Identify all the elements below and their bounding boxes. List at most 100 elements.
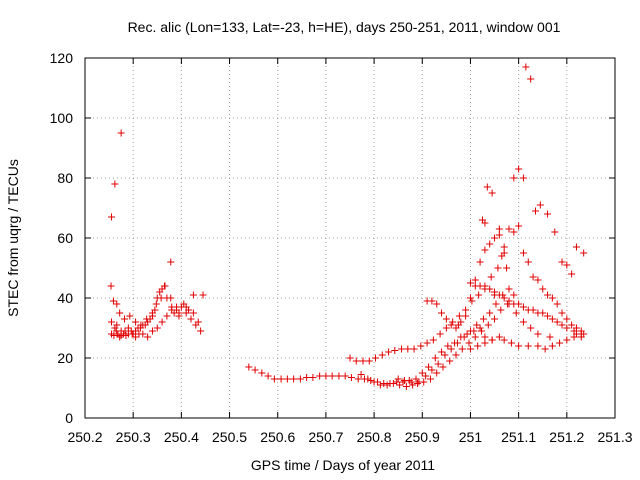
data-point: [429, 336, 437, 344]
data-point: [444, 342, 452, 350]
data-point: [270, 375, 278, 383]
data-point: [544, 210, 552, 218]
data-point: [441, 351, 449, 359]
data-point: [376, 381, 384, 389]
data-point: [370, 378, 378, 386]
data-point: [108, 330, 115, 338]
data-point: [522, 63, 530, 71]
data-point: [380, 380, 388, 387]
data-point: [541, 345, 549, 353]
data-point: [505, 300, 513, 308]
data-point: [481, 333, 489, 341]
data-point: [488, 336, 496, 344]
x-tick-labels: 250.2 250.3 250.4 250.5 250.6 250.7 250.8 250.9…: [67, 429, 632, 445]
data-point: [357, 371, 365, 378]
data-point: [558, 309, 566, 317]
data-point: [347, 374, 355, 381]
data-point: [481, 339, 489, 347]
data-point: [486, 309, 494, 317]
data-point: [519, 303, 527, 311]
data-point: [515, 165, 523, 173]
data-point: [471, 333, 479, 341]
data-point: [563, 261, 571, 269]
data-point: [114, 330, 122, 338]
data-point: [510, 228, 518, 236]
data-point: [544, 291, 552, 299]
data-point: [153, 324, 161, 332]
data-point: [163, 312, 171, 320]
x-tick-label: 251.3: [597, 429, 632, 445]
data-point: [117, 129, 125, 137]
data-point: [548, 342, 556, 350]
data-point: [466, 327, 474, 335]
x-tick-label: 250.8: [357, 429, 392, 445]
data-point: [487, 273, 495, 281]
data-point: [577, 330, 585, 338]
data-point: [413, 380, 421, 387]
data-point: [491, 315, 499, 323]
data-point: [468, 297, 476, 305]
data-point: [534, 330, 542, 338]
data-point: [473, 321, 481, 329]
data-point: [418, 369, 426, 377]
data-point: [394, 375, 402, 383]
data-point: [519, 249, 527, 257]
data-point: [478, 327, 486, 335]
data-point: [524, 342, 532, 350]
data-point: [422, 372, 430, 380]
data-point: [309, 374, 317, 381]
x-tick-label: 250.9: [405, 429, 440, 445]
y-tick-label: 120: [50, 50, 74, 66]
data-point: [407, 378, 415, 386]
x-tick-label: 250.7: [308, 429, 343, 445]
data-point: [367, 377, 375, 384]
data-point: [439, 363, 447, 371]
data-point: [534, 342, 542, 350]
data-point: [510, 174, 518, 182]
data-point: [495, 225, 503, 233]
data-point: [466, 294, 474, 302]
x-tick-label: 250.5: [212, 429, 247, 445]
data-point: [161, 282, 169, 290]
data-point: [354, 375, 362, 383]
data-point: [488, 189, 496, 197]
data-point: [148, 309, 156, 317]
data-point: [409, 381, 417, 389]
data-point: [378, 351, 386, 359]
data-point: [436, 330, 444, 338]
y-tick-label: 0: [65, 410, 73, 426]
data-point: [365, 357, 373, 365]
data-point: [372, 354, 380, 362]
data-point: [346, 354, 354, 362]
data-point: [420, 378, 428, 386]
data-point: [492, 300, 500, 308]
data-point: [352, 357, 360, 365]
data-point: [457, 318, 465, 326]
data-point: [519, 174, 527, 182]
data-point: [519, 318, 527, 326]
y-tick-label: 100: [50, 110, 74, 126]
plot-frame: [84, 57, 616, 419]
data-point: [534, 309, 542, 317]
data-point: [515, 222, 523, 230]
data-point: [563, 324, 571, 332]
data-point: [572, 243, 580, 251]
data-point: [143, 315, 151, 323]
data-point: [479, 315, 487, 323]
data-point: [491, 234, 499, 242]
data-point: [442, 324, 450, 332]
data-point: [563, 336, 571, 344]
data-point: [447, 345, 455, 353]
data-point: [500, 243, 508, 251]
data-point: [497, 306, 505, 314]
data-point: [389, 380, 397, 387]
data-point: [463, 330, 471, 338]
data-point: [505, 225, 513, 233]
data-point: [108, 213, 115, 221]
data-point: [484, 321, 492, 329]
data-point: [113, 300, 121, 308]
data-point: [494, 264, 502, 272]
data-point: [107, 282, 115, 290]
x-tick-label: 251.1: [501, 429, 536, 445]
